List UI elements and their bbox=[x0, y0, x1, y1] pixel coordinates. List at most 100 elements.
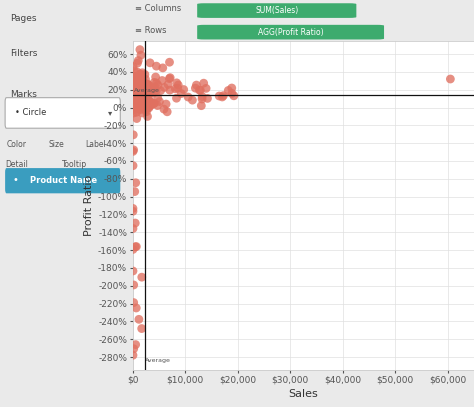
Point bbox=[138, 110, 146, 116]
Point bbox=[142, 107, 149, 114]
Point bbox=[139, 78, 147, 85]
Point bbox=[192, 82, 200, 88]
Text: Filters: Filters bbox=[10, 49, 37, 58]
Point bbox=[132, 87, 139, 94]
Point bbox=[129, 86, 137, 93]
Point bbox=[137, 97, 145, 103]
Point bbox=[131, 85, 139, 92]
Point bbox=[135, 316, 143, 323]
Point bbox=[141, 97, 149, 104]
Point bbox=[139, 98, 147, 104]
Point bbox=[155, 98, 163, 105]
Point bbox=[146, 100, 154, 106]
Point bbox=[158, 77, 166, 84]
Point bbox=[198, 93, 206, 100]
Point bbox=[144, 113, 151, 120]
Point bbox=[133, 88, 140, 94]
Point bbox=[146, 103, 154, 109]
Point bbox=[129, 205, 137, 212]
FancyBboxPatch shape bbox=[5, 168, 120, 193]
Point bbox=[137, 92, 144, 98]
Point bbox=[139, 101, 146, 107]
Point bbox=[132, 92, 140, 98]
Point bbox=[132, 77, 140, 84]
Point bbox=[130, 79, 138, 86]
Point bbox=[191, 85, 199, 92]
Point bbox=[137, 105, 144, 112]
Point bbox=[129, 92, 137, 99]
Point bbox=[139, 100, 146, 106]
Point bbox=[138, 70, 146, 76]
Point bbox=[136, 74, 143, 81]
Point bbox=[137, 103, 144, 109]
Point bbox=[132, 97, 139, 104]
Point bbox=[144, 104, 152, 111]
Point bbox=[129, 225, 137, 232]
Point bbox=[177, 90, 185, 97]
Point bbox=[133, 82, 140, 88]
Point bbox=[137, 96, 145, 103]
Point bbox=[154, 95, 162, 101]
Point bbox=[198, 96, 206, 102]
Point bbox=[166, 59, 173, 66]
Text: Average: Average bbox=[134, 88, 160, 93]
Point bbox=[133, 243, 140, 250]
Point bbox=[141, 87, 149, 94]
Point bbox=[131, 78, 138, 85]
Point bbox=[135, 85, 143, 92]
Point bbox=[132, 93, 139, 99]
Point bbox=[137, 71, 144, 77]
Point bbox=[159, 65, 166, 71]
Point bbox=[129, 63, 137, 70]
Point bbox=[130, 103, 137, 109]
Point bbox=[137, 78, 144, 84]
Point bbox=[133, 98, 140, 105]
Point bbox=[129, 89, 137, 96]
Point bbox=[219, 94, 226, 100]
Point bbox=[132, 341, 139, 348]
Point bbox=[131, 74, 138, 80]
Point bbox=[141, 88, 149, 94]
Point bbox=[129, 81, 137, 88]
Point bbox=[135, 77, 142, 83]
Point bbox=[129, 131, 137, 138]
Point bbox=[197, 87, 204, 94]
Point bbox=[131, 220, 139, 226]
Point bbox=[139, 85, 146, 91]
Point bbox=[150, 90, 157, 96]
Point bbox=[133, 98, 140, 104]
Point bbox=[154, 82, 162, 88]
Point bbox=[129, 75, 137, 82]
Point bbox=[130, 77, 137, 83]
Point bbox=[142, 76, 149, 83]
Point bbox=[130, 94, 138, 101]
Point bbox=[228, 90, 236, 96]
Point bbox=[131, 85, 139, 92]
Point bbox=[134, 69, 141, 75]
Point bbox=[136, 107, 144, 113]
Point bbox=[142, 101, 150, 107]
Point bbox=[152, 88, 160, 94]
FancyBboxPatch shape bbox=[197, 3, 356, 18]
Point bbox=[129, 78, 137, 84]
Point bbox=[129, 162, 137, 169]
X-axis label: Sales: Sales bbox=[289, 389, 318, 399]
Point bbox=[145, 94, 152, 101]
Point bbox=[138, 274, 146, 280]
FancyBboxPatch shape bbox=[5, 98, 120, 128]
Point bbox=[133, 84, 141, 90]
Point bbox=[131, 95, 138, 101]
Point bbox=[133, 103, 141, 110]
Point bbox=[189, 97, 196, 103]
Point bbox=[145, 91, 152, 98]
Point bbox=[137, 88, 144, 94]
Point bbox=[138, 104, 146, 110]
Point bbox=[129, 105, 137, 111]
Point bbox=[137, 81, 144, 87]
Text: ≡ Rows: ≡ Rows bbox=[135, 26, 166, 35]
Point bbox=[139, 83, 147, 90]
Point bbox=[133, 109, 140, 116]
Point bbox=[174, 82, 182, 88]
Text: ≡ Columns: ≡ Columns bbox=[135, 4, 181, 13]
Text: Size: Size bbox=[48, 140, 64, 149]
